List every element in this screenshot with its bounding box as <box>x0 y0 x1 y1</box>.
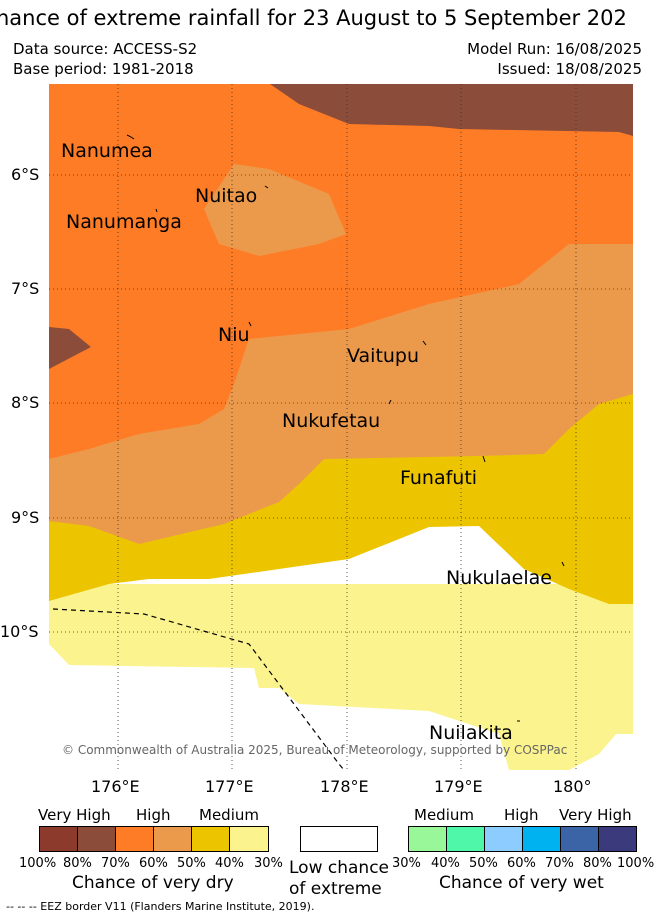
copyright-notice: © Commonwealth of Australia 2025, Bureau… <box>62 743 568 757</box>
wet-tick-30: 30% <box>392 856 421 871</box>
wet-swatch-50-60 <box>484 826 523 852</box>
dry-tick-60: 60% <box>139 856 168 871</box>
dry-swatch-100-80 <box>39 826 78 852</box>
place-funafuti: Funafuti <box>400 467 478 489</box>
dry-header-medium: Medium <box>199 806 259 824</box>
data-source: Data source: ACCESS-S2 <box>13 40 198 58</box>
base-period: Base period: 1981-2018 <box>13 60 194 78</box>
wet-tick-70: 70% <box>545 856 574 871</box>
dry-tick-50: 50% <box>177 856 206 871</box>
dry-70-80-region-west <box>49 327 91 369</box>
place-nukufetau: Nukufetau <box>282 410 381 432</box>
lon-label-178e: 178°E <box>320 777 369 796</box>
map-svg <box>49 84 633 770</box>
issued-date: Issued: 18/08/2025 <box>497 60 642 78</box>
low-chance-caption-2: of extreme <box>289 879 382 899</box>
wet-tick-40: 40% <box>431 856 460 871</box>
wet-tick-80: 80% <box>583 856 612 871</box>
graticule <box>49 84 633 770</box>
dry-60-70-region <box>49 84 633 459</box>
lon-label-177e: 177°E <box>205 777 254 796</box>
wet-tick-100: 100% <box>617 856 655 871</box>
place-nanumea: Nanumea <box>61 140 153 162</box>
place-nuilakita: Nuilakita <box>429 722 513 744</box>
dry-30-40-region <box>49 584 633 770</box>
wet-tick-60: 60% <box>507 856 536 871</box>
dry-swatch-60-50 <box>153 826 192 852</box>
lon-label-179e: 179°E <box>434 777 483 796</box>
place-vaitupu: Vaitupu <box>347 345 420 367</box>
wet-swatch-40-50 <box>446 826 485 852</box>
dry-tick-30: 30% <box>254 856 283 871</box>
lat-label-10s: 10°S <box>0 622 39 641</box>
low-chance-swatch <box>300 826 378 852</box>
place-nukulaelae: Nukulaelae <box>446 567 552 589</box>
dry-swatch-70-60 <box>115 826 154 852</box>
place-nanumanga: Nanumanga <box>66 211 182 233</box>
lat-label-6s: 6°S <box>11 165 40 184</box>
rainfall-map <box>49 84 633 770</box>
wet-swatch-80-100 <box>598 826 637 852</box>
wet-header-very-high: Very High <box>559 806 632 824</box>
wet-header-high: High <box>504 806 539 824</box>
wet-swatch-60-70 <box>522 826 561 852</box>
low-chance-caption-1: Low chance <box>289 858 389 878</box>
dry-50-60-blob <box>204 164 346 256</box>
lat-label-8s: 8°S <box>11 393 40 412</box>
dry-tick-40: 40% <box>215 856 244 871</box>
wet-tick-50: 50% <box>469 856 498 871</box>
dry-header-very-high: Very High <box>38 806 111 824</box>
dry-swatch-40-30 <box>229 826 269 852</box>
lon-label-180: 180° <box>553 777 592 796</box>
lat-label-7s: 7°S <box>11 279 40 298</box>
place-nuitao: Nuitao <box>195 185 258 207</box>
wet-swatch-30-40 <box>408 826 447 852</box>
lon-label-176e: 176°E <box>91 777 140 796</box>
eez-border <box>52 608 345 770</box>
dry-tick-70: 70% <box>101 856 130 871</box>
map-title: hance of extreme rainfall for 23 August … <box>0 6 627 30</box>
dry-tick-100: 100% <box>19 856 57 871</box>
island-marks <box>126 134 565 722</box>
dry-swatch-80-70 <box>77 826 116 852</box>
eez-border-note: -- -- -- EEZ border V11 (Flanders Marine… <box>6 900 315 913</box>
lat-label-9s: 9°S <box>11 508 40 527</box>
dry-caption: Chance of very dry <box>72 873 234 893</box>
place-niu: Niu <box>218 324 250 346</box>
wet-caption: Chance of very wet <box>439 873 604 893</box>
wet-swatch-70-80 <box>560 826 599 852</box>
wet-header-medium: Medium <box>414 806 474 824</box>
dry-swatch-50-40 <box>191 826 230 852</box>
model-run: Model Run: 16/08/2025 <box>467 40 642 58</box>
dry-tick-80: 80% <box>63 856 92 871</box>
dry-70-80-region-north <box>270 84 633 136</box>
dry-header-high: High <box>136 806 171 824</box>
